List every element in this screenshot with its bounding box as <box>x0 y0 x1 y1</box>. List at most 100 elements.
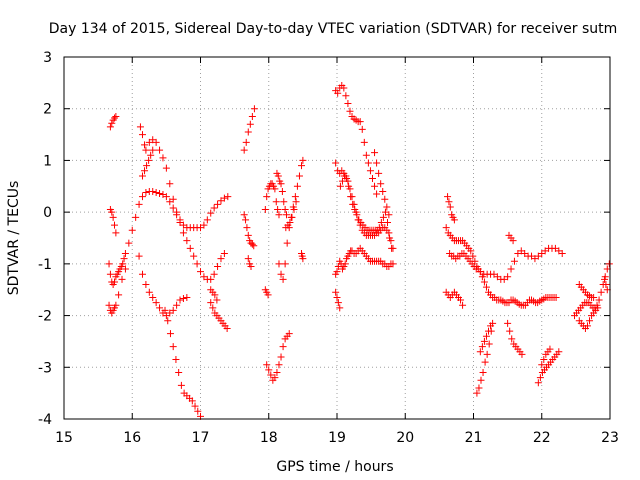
data-point <box>115 291 123 299</box>
data-point <box>442 224 450 232</box>
data-point <box>358 125 366 133</box>
data-point <box>190 252 198 260</box>
data-point <box>275 211 283 219</box>
data-point <box>169 195 177 203</box>
data-point <box>207 209 215 217</box>
data-point <box>375 169 383 177</box>
data-point <box>164 317 172 325</box>
data-point <box>209 304 217 312</box>
data-point <box>478 343 486 351</box>
x-tick-label: 15 <box>55 430 73 446</box>
data-point <box>507 265 515 273</box>
data-point <box>240 146 248 154</box>
data-point <box>286 218 294 226</box>
data-point <box>179 229 187 237</box>
data-point <box>118 275 126 283</box>
data-point <box>293 182 301 190</box>
data-point <box>368 175 376 183</box>
data-point <box>244 255 252 263</box>
data-point <box>467 247 475 255</box>
data-point <box>485 340 493 348</box>
data-point <box>105 260 113 268</box>
data-point <box>121 250 129 258</box>
data-point <box>371 149 379 157</box>
data-point <box>504 273 512 281</box>
data-point <box>220 250 228 258</box>
data-point <box>111 114 119 122</box>
data-point <box>478 273 486 281</box>
data-point <box>243 224 251 232</box>
data-point <box>473 389 481 397</box>
data-point <box>508 335 516 343</box>
data-point <box>334 89 342 97</box>
chart-title: Day 134 of 2015, Sidereal Day-to-day VTE… <box>49 21 618 37</box>
data-point <box>332 159 340 167</box>
data-point <box>138 270 146 278</box>
data-point <box>106 123 114 131</box>
data-point <box>279 343 287 351</box>
data-point <box>444 193 452 201</box>
data-point <box>299 255 307 263</box>
data-point <box>384 218 392 226</box>
data-point <box>386 234 394 242</box>
x-tick-label: 21 <box>465 430 483 446</box>
data-point <box>136 123 144 131</box>
data-point <box>120 255 128 263</box>
data-point <box>333 268 341 276</box>
data-point <box>147 151 155 159</box>
data-point <box>295 172 303 180</box>
data-point <box>106 270 114 278</box>
data-point <box>482 283 490 291</box>
data-point <box>197 268 204 276</box>
data-point <box>143 162 151 170</box>
data-point <box>263 193 271 201</box>
data-point <box>125 239 133 247</box>
data-point <box>207 275 215 283</box>
data-point <box>457 296 465 304</box>
data-point <box>267 371 275 379</box>
x-tick-label: 16 <box>123 430 141 446</box>
data-point <box>138 172 146 180</box>
data-point <box>111 221 119 229</box>
y-axis-title: SDTVAR / TECUs <box>6 181 22 296</box>
data-point <box>360 138 368 146</box>
data-point <box>389 260 397 268</box>
x-tick-label: 20 <box>396 430 414 446</box>
data-point <box>119 260 127 268</box>
data-point <box>379 187 387 195</box>
data-point <box>446 203 454 211</box>
data-point <box>112 112 120 120</box>
data-point <box>240 211 248 219</box>
data-point <box>332 288 340 296</box>
y-tick-label: 3 <box>43 50 52 66</box>
data-point <box>263 361 271 369</box>
data-point <box>275 361 283 369</box>
data-point <box>169 306 177 314</box>
data-point <box>595 296 603 304</box>
data-point <box>261 206 269 214</box>
data-point <box>207 299 215 307</box>
data-point <box>602 281 610 289</box>
x-tick-label: 22 <box>533 430 551 446</box>
data-point <box>169 343 177 351</box>
data-point <box>159 154 167 162</box>
data-point <box>193 260 201 268</box>
data-point <box>277 353 285 361</box>
data-point <box>366 167 374 175</box>
data-point <box>274 206 282 214</box>
data-point <box>108 208 116 216</box>
data-point <box>223 325 231 332</box>
data-point <box>356 118 364 126</box>
data-point <box>210 270 218 278</box>
data-point <box>552 293 560 301</box>
data-point <box>298 162 306 170</box>
data-point <box>142 188 150 196</box>
data-points <box>105 81 613 420</box>
data-point <box>186 244 194 252</box>
data-point <box>246 120 254 128</box>
data-point <box>364 159 372 167</box>
data-point <box>583 322 591 330</box>
y-tick-label: 1 <box>43 153 52 169</box>
data-point <box>288 213 296 221</box>
data-point <box>169 204 177 212</box>
